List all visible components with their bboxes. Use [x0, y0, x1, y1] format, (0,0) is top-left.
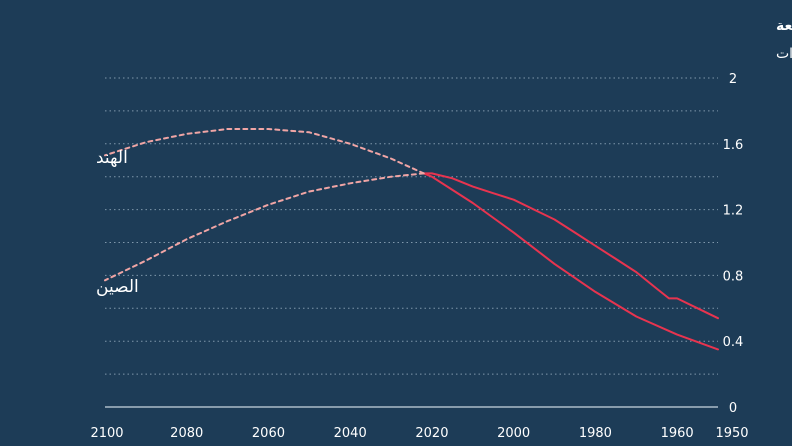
x-tick-label: 1960 — [661, 426, 694, 441]
series-layer — [104, 128, 719, 351]
y-tick-label: 0.4 — [723, 335, 744, 350]
grid-layer — [105, 77, 718, 408]
y-tick-label: 1.2 — [723, 204, 744, 219]
series-line-china-actual — [422, 172, 719, 320]
series-line-china-projected — [104, 172, 425, 282]
tick-layer: 0 0.4 0.8 1.2 1.6 2 1950 1960 1980 2000 2020 2040 20… — [90, 72, 748, 441]
x-tick-label: 2080 — [170, 426, 203, 441]
x-tick-label: 2020 — [415, 426, 448, 441]
line-label-india: الهند — [96, 148, 128, 168]
series-line-india-projected — [104, 128, 425, 175]
y-tick-label: 0 — [729, 401, 737, 416]
x-tick-label: 2060 — [252, 426, 285, 441]
x-tick-label: 2040 — [334, 426, 367, 441]
y-tick-label: 0.8 — [723, 269, 744, 284]
series-line-india-actual — [422, 172, 719, 351]
line-label-china: الصين — [96, 277, 139, 297]
x-tick-label: 1950 — [715, 426, 748, 441]
y-tick-label: 1.6 — [723, 138, 744, 153]
x-tick-label: 1980 — [579, 426, 612, 441]
y-tick-label: 2 — [729, 72, 737, 87]
y-axis-unit-label: بالمليارات — [776, 46, 792, 62]
x-tick-label: 2000 — [497, 426, 530, 441]
x-tick-label: 2100 — [90, 426, 123, 441]
chart-subtitle: * البيانات التاريخية والمتوقعة — [776, 18, 792, 34]
